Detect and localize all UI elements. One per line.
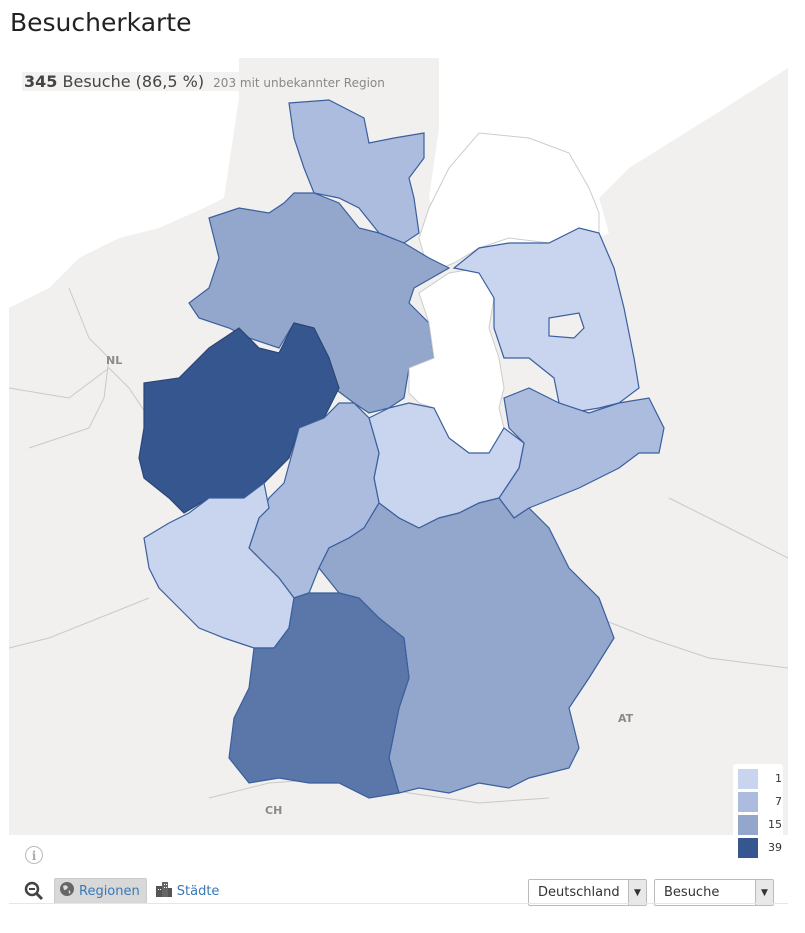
zoom-out-icon[interactable]	[24, 881, 44, 901]
country-select-value: Deutschland	[538, 885, 620, 900]
divider	[9, 903, 788, 904]
info-icon[interactable]: i	[25, 846, 43, 864]
legend-value: 7	[775, 795, 782, 808]
cities-button[interactable]: Städte	[151, 879, 226, 903]
visits-label: Besuche	[62, 72, 131, 91]
visits-count: 345	[24, 72, 58, 91]
unknown-region-note: 203 mit unbekannter Region	[213, 76, 385, 90]
region-baden-wuerttemberg	[228, 592, 410, 799]
map-svg[interactable]: NL AT CH	[9, 58, 788, 835]
region-mecklenburg-vorpommern	[418, 132, 600, 274]
visits-summary: 345 Besuche (86,5 %) 203 mit unbekannter…	[22, 72, 387, 91]
legend-value: 1	[775, 772, 782, 785]
buildings-icon	[155, 881, 173, 901]
region-schleswig-holstein	[288, 99, 425, 244]
metric-select[interactable]: Besuche ▼	[654, 879, 774, 906]
globe-icon	[59, 881, 75, 901]
visitor-map[interactable]: NL AT CH	[9, 58, 788, 835]
map-toolbar: Regionen Städte	[24, 878, 225, 904]
legend-item: 15	[733, 813, 783, 836]
legend-swatch	[738, 814, 758, 835]
legend-swatch	[738, 837, 758, 858]
regions-label: Regionen	[79, 883, 140, 899]
legend-value: 15	[768, 818, 782, 831]
map-legend: 1 7 15 39	[733, 764, 783, 862]
chevron-down-icon[interactable]: ▼	[628, 880, 646, 905]
legend-item: 39	[733, 836, 783, 859]
page-title: Besucherkarte	[10, 8, 192, 37]
legend-value: 39	[768, 841, 782, 854]
regions-button[interactable]: Regionen	[54, 878, 147, 904]
legend-item: 1	[733, 767, 783, 790]
metric-select-value: Besuche	[664, 885, 720, 900]
country-label-ch: CH	[265, 804, 282, 817]
chevron-down-icon[interactable]: ▼	[755, 880, 773, 905]
visits-percent: (86,5 %)	[135, 72, 205, 91]
legend-swatch	[738, 768, 758, 789]
cities-label: Städte	[176, 883, 220, 899]
region-rheinland-pfalz	[143, 481, 295, 649]
legend-item: 7	[733, 790, 783, 813]
country-label-nl: NL	[106, 354, 122, 367]
country-label-at: AT	[618, 712, 634, 725]
legend-swatch	[738, 791, 758, 812]
country-select[interactable]: Deutschland ▼	[528, 879, 647, 906]
